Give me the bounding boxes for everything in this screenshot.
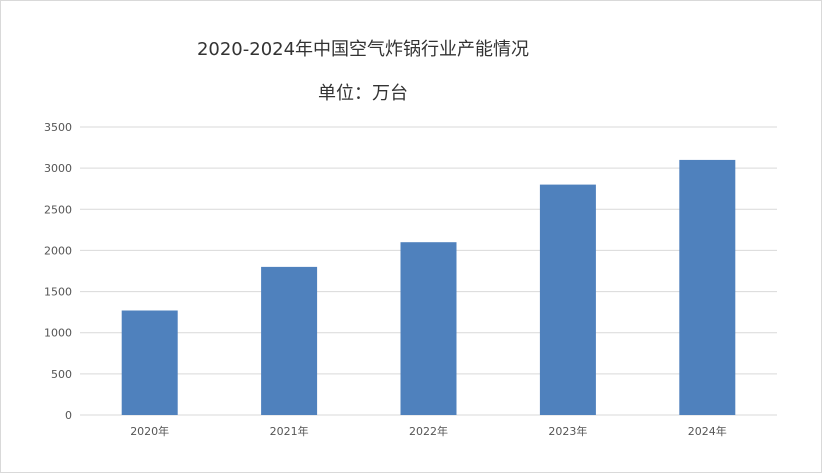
y-tick-label: 1500 (44, 286, 72, 299)
bar-2021年 (261, 266, 318, 415)
chart-subtitle: 单位：万台 (318, 83, 408, 104)
bar-2023年 (539, 184, 596, 415)
y-tick-label: 0 (65, 409, 72, 422)
bar-2022年 (400, 242, 457, 415)
y-tick-label: 2000 (44, 244, 72, 257)
x-tick-label: 2020年 (130, 424, 169, 438)
y-tick-label: 500 (51, 368, 72, 381)
x-tick-label: 2022年 (409, 424, 448, 438)
y-tick-label: 3500 (44, 121, 72, 134)
x-tick-label: 2023年 (548, 424, 587, 438)
bar-2024年 (679, 159, 736, 415)
bar-2020年 (121, 310, 178, 415)
x-tick-label: 2024年 (688, 424, 727, 438)
x-tick-label: 2021年 (270, 424, 309, 438)
chart-title: 2020-2024年中国空气炸锅行业产能情况 (196, 39, 530, 60)
y-tick-label: 2500 (44, 203, 72, 216)
y-tick-label: 1000 (44, 327, 72, 340)
y-tick-label: 3000 (44, 162, 72, 175)
